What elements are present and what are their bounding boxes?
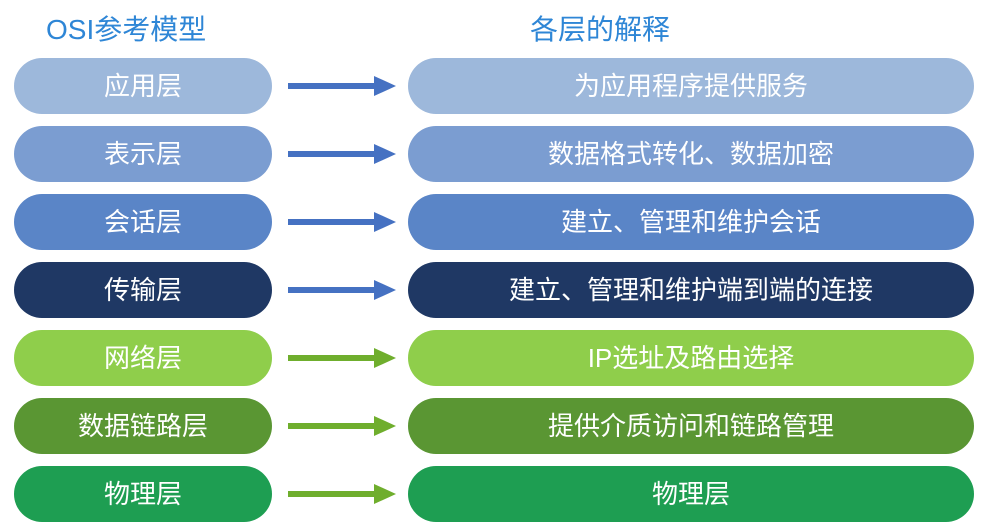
layer-name-pill: 会话层 — [14, 194, 272, 250]
arrow-icon — [286, 194, 396, 250]
layer-name-pill: 应用层 — [14, 58, 272, 114]
layer-desc-pill: 物理层 — [408, 466, 974, 522]
layer-name-pill: 传输层 — [14, 262, 272, 318]
layer-desc-pill: 建立、管理和维护端到端的连接 — [408, 262, 974, 318]
layer-name-pill: 物理层 — [14, 466, 272, 522]
layer-name-pill: 表示层 — [14, 126, 272, 182]
arrow-icon — [286, 330, 396, 386]
header-right: 各层的解释 — [530, 8, 670, 48]
layer-desc-pill: IP选址及路由选择 — [408, 330, 974, 386]
osi-diagram: OSI参考模型 各层的解释 应用层 为应用程序提供服务表示层 数据格式转化、数据加密… — [0, 0, 982, 532]
layer-desc-pill: 提供介质访问和链路管理 — [408, 398, 974, 454]
arrow-icon — [286, 126, 396, 182]
arrow-icon — [286, 58, 396, 114]
layer-name-pill: 数据链路层 — [14, 398, 272, 454]
arrow-icon — [286, 398, 396, 454]
layer-name-pill: 网络层 — [14, 330, 272, 386]
layer-desc-pill: 为应用程序提供服务 — [408, 58, 974, 114]
arrow-icon — [286, 466, 396, 522]
header-left: OSI参考模型 — [46, 8, 206, 48]
layer-desc-pill: 数据格式转化、数据加密 — [408, 126, 974, 182]
arrow-icon — [286, 262, 396, 318]
layer-desc-pill: 建立、管理和维护会话 — [408, 194, 974, 250]
